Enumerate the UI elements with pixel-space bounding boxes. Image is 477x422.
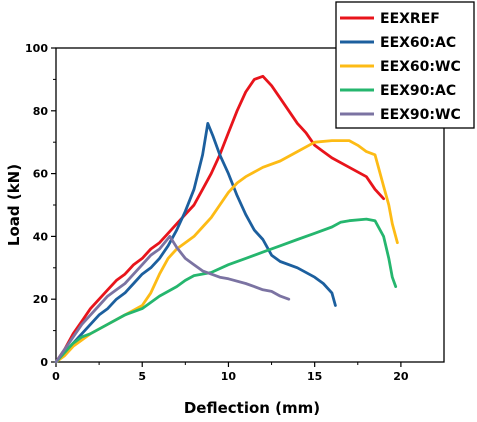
- y-tick-label: 100: [25, 42, 48, 55]
- y-tick-label: 60: [33, 168, 49, 181]
- y-tick-label: 40: [33, 230, 49, 243]
- y-axis-label: Load (kN): [5, 164, 23, 246]
- series-line-eex90-wc: [54, 234, 291, 364]
- legend: EEXREF EEX60:AC EEX60:WC EEX90:AC EEX90:WC: [335, 1, 475, 129]
- series-line-eex60-ac: [54, 122, 337, 364]
- y-tick-label: 80: [33, 105, 49, 118]
- legend-label-eex60-ac: EEX60:AC: [380, 35, 456, 51]
- x-tick-label: 10: [221, 370, 237, 383]
- y-axis-ticks: 0 20 40 60 80 100: [25, 42, 56, 369]
- y-tick-label: 20: [33, 293, 49, 306]
- x-tick-label: 20: [393, 370, 409, 383]
- x-axis-ticks: 0 5 10 15 20: [52, 362, 409, 383]
- y-tick-label: 0: [40, 356, 48, 369]
- legend-label-eex90-ac: EEX90:AC: [380, 83, 456, 99]
- x-tick-label: 15: [307, 370, 322, 383]
- series-line-eex90-ac: [54, 217, 398, 364]
- x-tick-label: 5: [138, 370, 146, 383]
- series-lines: [54, 74, 399, 364]
- x-tick-label: 0: [52, 370, 60, 383]
- series-line-eexref: [54, 74, 386, 364]
- legend-box: [335, 1, 475, 129]
- legend-label-eexref: EEXREF: [380, 11, 440, 27]
- legend-label-eex60-wc: EEX60:WC: [380, 59, 461, 75]
- x-axis-label: Deflection (mm): [184, 399, 320, 417]
- legend-label-eex90-wc: EEX90:WC: [380, 107, 461, 123]
